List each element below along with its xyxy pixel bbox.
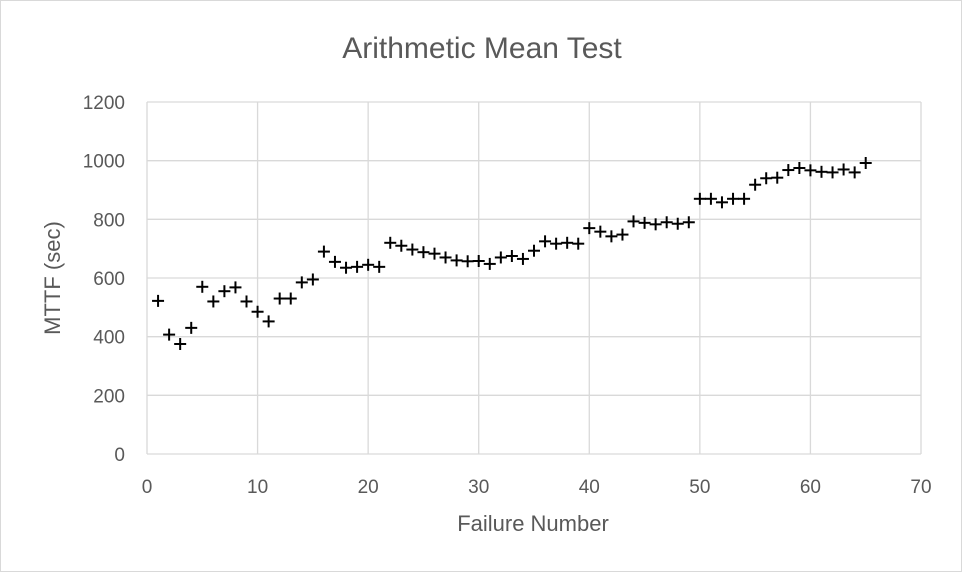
tick-labels: 0 10 20 30 40 50 60 70 0 200 400 600 800 1000 1200: [83, 93, 932, 498]
y-tick-label: 400: [93, 328, 125, 349]
data-point: [782, 164, 795, 177]
data-point: [771, 171, 784, 184]
y-axis-title: MTTF (sec): [40, 221, 65, 335]
data-point: [815, 165, 828, 178]
data-point: [163, 328, 176, 341]
x-tick-label: 70: [910, 477, 931, 498]
y-tick-label: 800: [93, 210, 125, 231]
y-tick-label: 1000: [83, 152, 125, 173]
data-point: [152, 294, 165, 307]
data-point: [439, 251, 452, 264]
data-points: [152, 157, 872, 350]
data-point: [660, 216, 673, 229]
data-point: [328, 255, 341, 268]
data-point: [373, 260, 386, 273]
data-point: [682, 216, 695, 229]
data-point: [649, 218, 662, 231]
data-point: [196, 280, 209, 293]
data-point: [417, 246, 430, 259]
data-point: [583, 222, 596, 235]
data-point: [638, 216, 651, 229]
data-point: [516, 252, 529, 265]
data-point: [671, 217, 684, 230]
data-point: [616, 228, 629, 241]
data-point: [406, 243, 419, 256]
x-tick-label: 20: [358, 477, 379, 498]
data-point: [550, 237, 563, 250]
data-point: [859, 157, 872, 170]
x-tick-label: 10: [247, 477, 268, 498]
data-point: [395, 239, 408, 252]
data-point: [826, 166, 839, 179]
data-point: [848, 166, 861, 179]
data-point: [384, 236, 397, 249]
x-tick-label: 0: [142, 477, 153, 498]
data-point: [528, 244, 540, 257]
data-point: [428, 247, 441, 260]
data-point: [174, 338, 187, 350]
data-point: [715, 196, 728, 209]
data-point: [605, 230, 618, 243]
data-point: [262, 315, 275, 328]
data-point: [760, 172, 773, 185]
x-tick-label: 60: [800, 477, 821, 498]
x-tick-label: 40: [579, 477, 600, 498]
data-point: [362, 258, 375, 271]
data-point: [472, 254, 485, 267]
data-point: [229, 281, 242, 294]
data-point: [251, 305, 264, 318]
y-tick-label: 600: [93, 269, 125, 290]
data-point: [483, 257, 496, 270]
data-point: [340, 261, 353, 274]
data-point: [561, 236, 574, 249]
data-point: [572, 237, 585, 250]
data-point: [284, 292, 297, 305]
data-point: [749, 178, 762, 191]
data-point: [804, 164, 817, 177]
data-point: [240, 295, 253, 308]
data-point: [793, 162, 806, 174]
data-point: [693, 192, 706, 205]
data-point: [207, 295, 220, 308]
data-point: [185, 321, 198, 334]
x-tick-label: 50: [689, 477, 710, 498]
data-point: [351, 260, 364, 273]
data-point: [494, 251, 507, 264]
y-tick-label: 1200: [83, 93, 125, 114]
x-axis-title: Failure Number: [457, 511, 609, 536]
data-point: [727, 192, 740, 205]
data-point: [306, 273, 319, 286]
data-point: [295, 276, 308, 289]
data-point: [218, 285, 231, 298]
data-point: [505, 250, 518, 262]
y-tick-label: 200: [93, 386, 125, 407]
data-point: [704, 192, 717, 205]
chart-title: Arithmetic Mean Test: [342, 32, 622, 65]
data-point: [317, 245, 330, 258]
data-point: [594, 225, 607, 238]
grid-lines: [146, 101, 922, 455]
data-point: [738, 192, 751, 205]
data-point: [837, 163, 850, 176]
data-point: [539, 235, 552, 248]
x-tick-label: 30: [468, 477, 489, 498]
data-point: [461, 255, 474, 268]
data-point: [273, 292, 286, 305]
y-tick-label: 0: [114, 445, 125, 466]
data-point: [450, 254, 463, 267]
data-point: [627, 215, 640, 228]
